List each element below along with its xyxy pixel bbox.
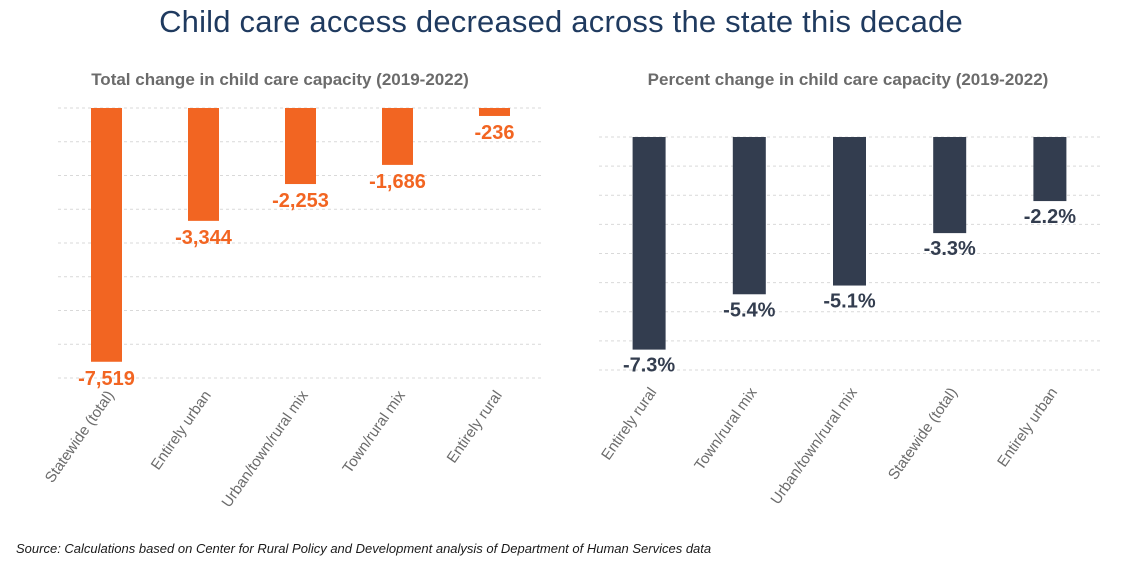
bar-entirely-rural <box>632 137 666 350</box>
tick-label-entirely-urban: Entirely urban <box>994 385 1061 471</box>
bar-statewide-total <box>91 108 122 362</box>
bar-urban-town-rural-mix <box>285 108 316 185</box>
page-title: Child care access decreased across the s… <box>159 4 963 39</box>
bar-entirely-urban <box>1033 137 1067 202</box>
bar-statewide-total <box>933 137 967 234</box>
tick-label-urban-town-rural-mix: Urban/town/rural mix <box>767 384 861 508</box>
data-label-town-rural-mix: -5.4% <box>723 299 775 321</box>
tick-label-town-rural-mix: Town/rural mix <box>691 384 761 473</box>
data-label-urban-town-rural-mix: -2,253 <box>272 190 329 212</box>
data-label-urban-town-rural-mix: -5.1% <box>823 291 875 313</box>
bar-town-rural-mix <box>382 108 413 165</box>
bar-entirely-rural <box>479 108 510 116</box>
bar-entirely-urban <box>188 108 219 221</box>
data-label-statewide-total: -3.3% <box>924 238 976 260</box>
data-label-entirely-urban: -3,344 <box>175 227 233 249</box>
data-label-town-rural-mix: -1,686 <box>369 171 426 193</box>
data-label-entirely-rural: -236 <box>474 122 514 144</box>
bar-town-rural-mix <box>732 137 766 295</box>
data-label-statewide-total: -7,519 <box>78 368 135 390</box>
tick-label-entirely-rural: Entirely rural <box>598 385 660 464</box>
source-note: Source: Calculations based on Center for… <box>16 541 712 556</box>
data-label-entirely-rural: -7.3% <box>623 355 675 377</box>
total-change-chart-title: Total change in child care capacity (201… <box>91 70 469 89</box>
bar-urban-town-rural-mix <box>833 137 866 286</box>
data-label-entirely-urban: -2.2% <box>1024 206 1076 228</box>
percent-change-chart-title: Percent change in child care capacity (2… <box>647 70 1049 89</box>
tick-label-statewide-total: Statewide (total) <box>885 385 961 484</box>
